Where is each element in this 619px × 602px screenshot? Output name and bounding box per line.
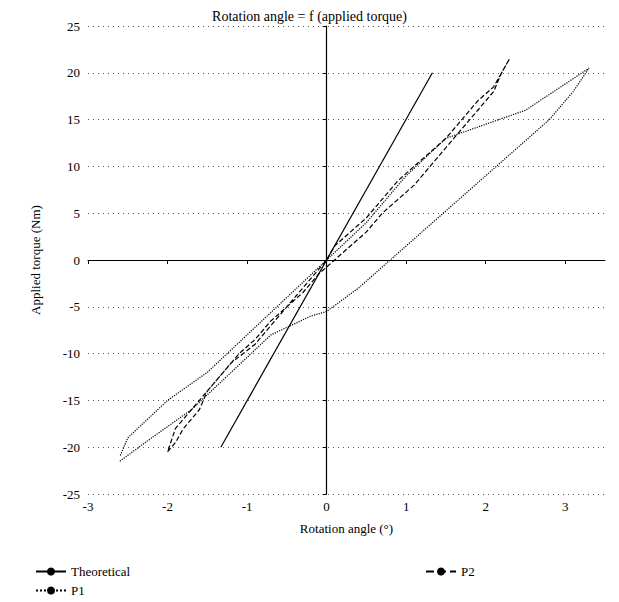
- svg-text:25: 25: [67, 19, 80, 34]
- svg-text:1: 1: [403, 499, 410, 514]
- svg-text:Rotation angle = f (applied to: Rotation angle = f (applied torque): [212, 9, 407, 25]
- svg-text:2: 2: [482, 499, 489, 514]
- svg-text:-15: -15: [63, 393, 80, 408]
- svg-text:-2: -2: [162, 499, 173, 514]
- svg-text:-5: -5: [69, 299, 80, 314]
- svg-text:10: 10: [67, 159, 80, 174]
- svg-text:-10: -10: [63, 346, 80, 361]
- svg-text:3: 3: [562, 499, 569, 514]
- svg-text:0: 0: [323, 499, 330, 514]
- svg-text:-3: -3: [83, 499, 94, 514]
- svg-text:-20: -20: [63, 440, 80, 455]
- svg-text:0: 0: [74, 253, 81, 268]
- svg-text:-25: -25: [63, 487, 80, 502]
- svg-text:15: 15: [67, 112, 80, 127]
- svg-text:20: 20: [67, 65, 80, 80]
- svg-text:5: 5: [74, 206, 81, 221]
- svg-text:P2: P2: [461, 564, 475, 579]
- svg-text:-1: -1: [242, 499, 253, 514]
- svg-text:Applied torque (Nm): Applied torque (Nm): [28, 205, 43, 315]
- svg-text:P1: P1: [71, 583, 85, 598]
- svg-text:Theoretical: Theoretical: [71, 564, 131, 579]
- svg-text:Rotation angle (°): Rotation angle (°): [300, 521, 393, 536]
